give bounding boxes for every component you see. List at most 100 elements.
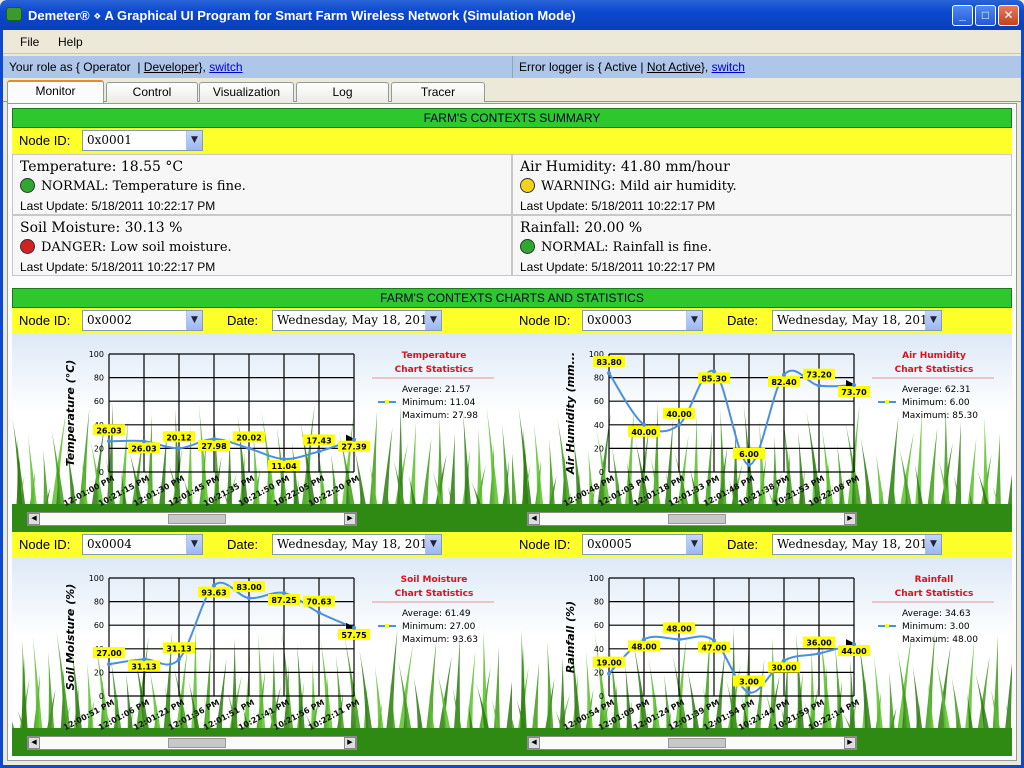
chart-date-label: Date: (227, 537, 259, 552)
data-label: 70.63 (306, 598, 331, 607)
grass-blade (258, 633, 268, 756)
data-label-box (338, 440, 370, 452)
chart-scrollbar[interactable]: ◀ ▶ (527, 512, 857, 526)
chart-date-picker[interactable]: Wednesday, May 18, 2011 ▼ (272, 310, 442, 331)
chart-node-select[interactable]: 0x0005 ▼ (582, 534, 703, 555)
maximize-button[interactable]: □ (975, 5, 996, 26)
data-label: 40.00 (666, 410, 692, 419)
grass-blade (858, 639, 875, 756)
chevron-down-icon[interactable]: ▼ (425, 535, 441, 554)
data-label-box (803, 636, 835, 648)
data-point (642, 637, 646, 642)
grass-blade (383, 629, 398, 756)
scroll-right-icon[interactable]: ▶ (844, 513, 856, 525)
chart-node-select[interactable]: 0x0002 ▼ (82, 310, 203, 331)
chevron-down-icon[interactable]: ▼ (925, 311, 941, 330)
air-humidity-title: Air Humidity: 41.80 mm/hour (520, 159, 730, 175)
grass-blade (32, 636, 45, 756)
data-label: 26.03 (96, 426, 121, 435)
data-label-box (268, 459, 300, 471)
line-chart: 020406080100Temperature (°C)12:01:00 PM1… (12, 334, 512, 532)
y-axis-label: Air Humidity (mm... (564, 352, 577, 475)
scroll-right-icon[interactable]: ▶ (344, 737, 356, 749)
chart-date-picker[interactable]: Wednesday, May 18, 2011 ▼ (772, 534, 942, 555)
chart-node-label: Node ID: (19, 537, 71, 552)
data-label-box (163, 642, 195, 654)
y-tick-label: 100 (589, 350, 604, 359)
chevron-down-icon[interactable]: ▼ (186, 311, 202, 330)
tab-control[interactable]: Control (106, 82, 198, 102)
chart-node-select[interactable]: 0x0003 ▼ (582, 310, 703, 331)
danger-status-icon (20, 239, 35, 254)
y-tick-label: 20 (94, 668, 104, 677)
grass-blade (20, 641, 30, 756)
data-label-box (233, 431, 265, 443)
scroll-thumb[interactable] (168, 514, 226, 524)
scroll-left-icon[interactable]: ◀ (28, 513, 40, 525)
legend-title: Soil Moisture (401, 575, 468, 585)
minimize-button[interactable]: _ (952, 5, 973, 26)
role-switch-link[interactable]: switch (209, 60, 243, 74)
role-info: Your role as { Operator | Developer}, sw… (3, 56, 249, 78)
data-label-box (198, 439, 230, 451)
chevron-down-icon[interactable]: ▼ (686, 535, 702, 554)
chevron-down-icon[interactable]: ▼ (925, 535, 941, 554)
line-chart: 0 20 40 60 80 100 Rainfall (%) 12:00:54 PM 12:01… (512, 558, 1012, 756)
data-label-box (593, 656, 625, 668)
scroll-left-icon[interactable]: ◀ (528, 737, 540, 749)
chart-date-label: Date: (727, 537, 759, 552)
data-point (247, 446, 251, 451)
y-tick-label: 60 (94, 397, 104, 406)
logger-switch-link[interactable]: switch (711, 60, 745, 74)
air-humidity-status: WARNING: Mild air humidity. (541, 179, 737, 194)
scroll-left-icon[interactable]: ◀ (528, 513, 540, 525)
temperature-title: Temperature: 18.55 °C (20, 159, 184, 175)
chevron-down-icon[interactable]: ▼ (186, 535, 202, 554)
tab-visualization[interactable]: Visualization (199, 82, 294, 102)
data-label: 31.13 (166, 644, 191, 653)
chart-date-picker[interactable]: Wednesday, May 18, 2011 ▼ (772, 310, 942, 331)
y-tick-label: 80 (594, 374, 604, 383)
data-label-box (93, 424, 125, 436)
y-tick-label: 60 (94, 621, 104, 630)
chart-node-label: Node ID: (519, 537, 571, 552)
chart-scrollbar[interactable]: ◀ ▶ (27, 512, 357, 526)
chart-scrollbar[interactable]: ◀ ▶ (27, 736, 357, 750)
chart-node-value: 0x0003 (587, 313, 632, 327)
scroll-thumb[interactable] (668, 514, 726, 524)
chart-node-select[interactable]: 0x0004 ▼ (82, 534, 203, 555)
role-suffix: }, (198, 60, 206, 74)
app-icon (6, 7, 22, 21)
close-button[interactable]: ✕ (998, 5, 1019, 26)
grass-blade (782, 415, 797, 532)
menu-help[interactable]: Help (58, 35, 83, 49)
chart-node-label: Node ID: (519, 313, 571, 328)
legend-title: Air Humidity (902, 351, 966, 361)
y-tick-label: 80 (594, 598, 604, 607)
legend-stat: Maximum: 27.98 (402, 411, 478, 421)
chart-date-picker[interactable]: Wednesday, May 18, 2011 ▼ (272, 534, 442, 555)
rainfall-title: Rainfall: 20.00 % (520, 220, 643, 236)
window-frame (0, 30, 1024, 768)
chevron-down-icon[interactable]: ▼ (186, 131, 202, 150)
tab-monitor[interactable]: Monitor (7, 80, 104, 103)
grass-blade (95, 642, 114, 756)
scroll-thumb[interactable] (668, 738, 726, 748)
scroll-left-icon[interactable]: ◀ (28, 737, 40, 749)
legend-stat: Minimum: 6.00 (902, 398, 970, 408)
tab-log[interactable]: Log (296, 82, 389, 102)
summary-node-select[interactable]: 0x0001 ▼ (82, 130, 203, 151)
scroll-right-icon[interactable]: ▶ (844, 737, 856, 749)
tab-tracer[interactable]: Tracer (391, 82, 485, 102)
chevron-down-icon[interactable]: ▼ (686, 311, 702, 330)
chart-node-value: 0x0002 (87, 313, 132, 327)
data-point (852, 642, 856, 647)
chart-scrollbar[interactable]: ◀ ▶ (527, 736, 857, 750)
chevron-down-icon[interactable]: ▼ (425, 311, 441, 330)
scroll-right-icon[interactable]: ▶ (344, 513, 356, 525)
menu-file[interactable]: File (20, 35, 40, 49)
scroll-thumb[interactable] (168, 738, 226, 748)
y-tick-label: 0 (99, 468, 104, 477)
data-point (212, 436, 216, 441)
soil-moisture-cell: Soil Moisture: 30.13 % DANGER: Low soil … (12, 215, 512, 276)
